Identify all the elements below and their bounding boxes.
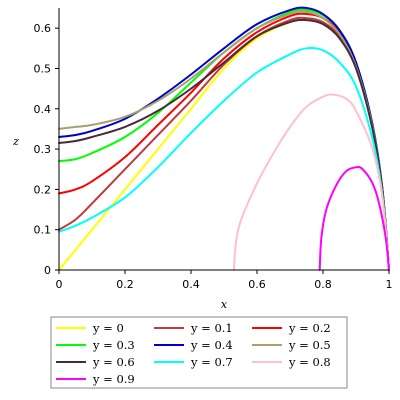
legend-label: y = 0.5 — [288, 338, 331, 352]
series-line-1 — [58, 16, 390, 271]
y-tick-label: 0.1 — [34, 224, 52, 237]
x-axis-label: x — [221, 298, 228, 311]
x-tick-label: 0.8 — [314, 278, 332, 291]
y-axis-label: z — [12, 135, 19, 148]
legend-label: y = 0.3 — [92, 338, 135, 352]
legend-label: y = 0.9 — [92, 372, 135, 386]
x-tick-label: 0.4 — [182, 278, 200, 291]
y-tick-label: 0 — [44, 264, 51, 277]
legend-label: y = 0.4 — [190, 338, 233, 352]
series-line-8 — [232, 93, 390, 271]
legend: y = 0 y = 0.1 y = 0.2 y = 0.3 y = 0.4 y = 0.5… — [50, 316, 348, 389]
x-tick-label: 0.2 — [116, 278, 134, 291]
legend-label: y = 0.1 — [190, 321, 233, 335]
legend-label: y = 0.7 — [190, 355, 233, 369]
series-line-9 — [318, 165, 390, 271]
legend-label: y = 0.6 — [92, 355, 135, 369]
legend-box — [50, 316, 348, 389]
plot-area — [58, 6, 390, 271]
x-tick-label: 1 — [386, 278, 393, 291]
series-line-5 — [58, 10, 390, 271]
y-tick-label: 0.3 — [34, 143, 52, 156]
ticks: 0 0.2 0.4 0.6 0.8 1 0 0.1 0.2 0.3 0.4 0.5 0.6 — [34, 22, 393, 291]
x-tick-label: 0.6 — [248, 278, 266, 291]
legend-label: y = 0.8 — [288, 355, 331, 369]
legend-label: y = 0 — [92, 321, 124, 335]
y-tick-label: 0.5 — [34, 62, 52, 75]
y-tick-label: 0.4 — [34, 103, 52, 116]
series-line-4 — [58, 6, 390, 271]
series-line-7 — [58, 47, 390, 271]
series-line-6 — [58, 18, 390, 271]
legend-label: y = 0.2 — [288, 321, 331, 335]
x-tick-label: 0 — [56, 278, 63, 291]
y-tick-label: 0.2 — [34, 183, 52, 196]
y-tick-label: 0.6 — [34, 22, 52, 35]
axes — [58, 8, 389, 271]
